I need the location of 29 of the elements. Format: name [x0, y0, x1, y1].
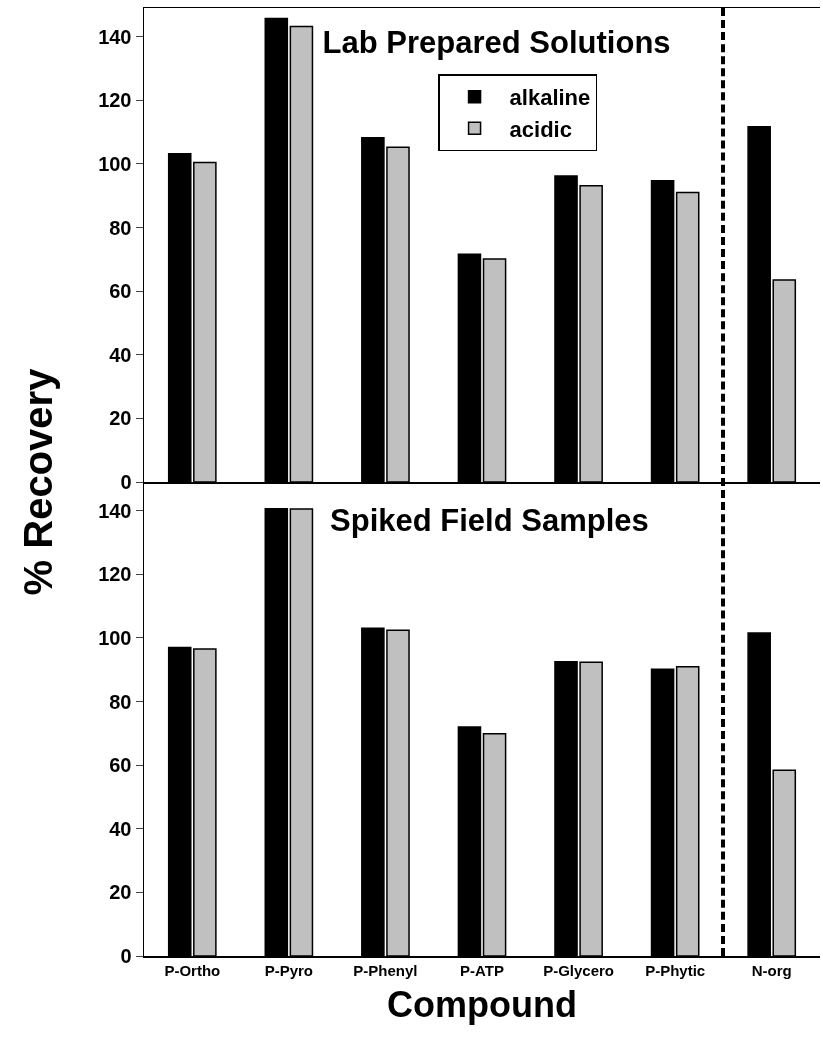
y-tick-label: 120	[98, 89, 132, 112]
text: Spiked Field Samples	[330, 502, 649, 538]
text: Lab Prepared Solutions	[322, 24, 671, 60]
y-tick-label: 20	[109, 407, 132, 430]
y-tick-label: 40	[109, 817, 132, 840]
x-tick-label: P-Glycero	[543, 961, 615, 979]
y-axis-title: % Recovery	[15, 368, 61, 596]
y-tick-label: 100	[98, 152, 132, 175]
y-tick-label: 40	[109, 343, 132, 366]
legend-label: acidic	[509, 116, 572, 142]
y-tick-label: 0	[120, 471, 132, 493]
x-tick-label: P-ATP	[460, 961, 504, 979]
y-tick-label: 140	[98, 25, 132, 48]
x-tick-label: P-Phenyl	[353, 961, 418, 979]
y-tick-label: 20	[109, 881, 132, 904]
x-axis-title: Compound	[387, 983, 577, 1025]
y-tick-label: 0	[120, 945, 132, 967]
x-tick-label: P-Phytic	[645, 961, 706, 979]
legend-label: alkaline	[509, 85, 591, 111]
y-tick-label: 60	[109, 754, 132, 777]
y-tick-label: 80	[109, 216, 132, 239]
x-tick-label: P-Ortho	[164, 961, 221, 979]
y-tick-label: 100	[98, 626, 132, 649]
y-tick-label: 60	[109, 280, 132, 303]
y-tick-label: 140	[98, 499, 132, 522]
x-tick-label: N-org	[751, 961, 792, 979]
y-tick-label: 120	[98, 563, 132, 586]
x-tick-label: P-Pyro	[264, 961, 314, 979]
y-tick-label: 80	[109, 690, 132, 713]
